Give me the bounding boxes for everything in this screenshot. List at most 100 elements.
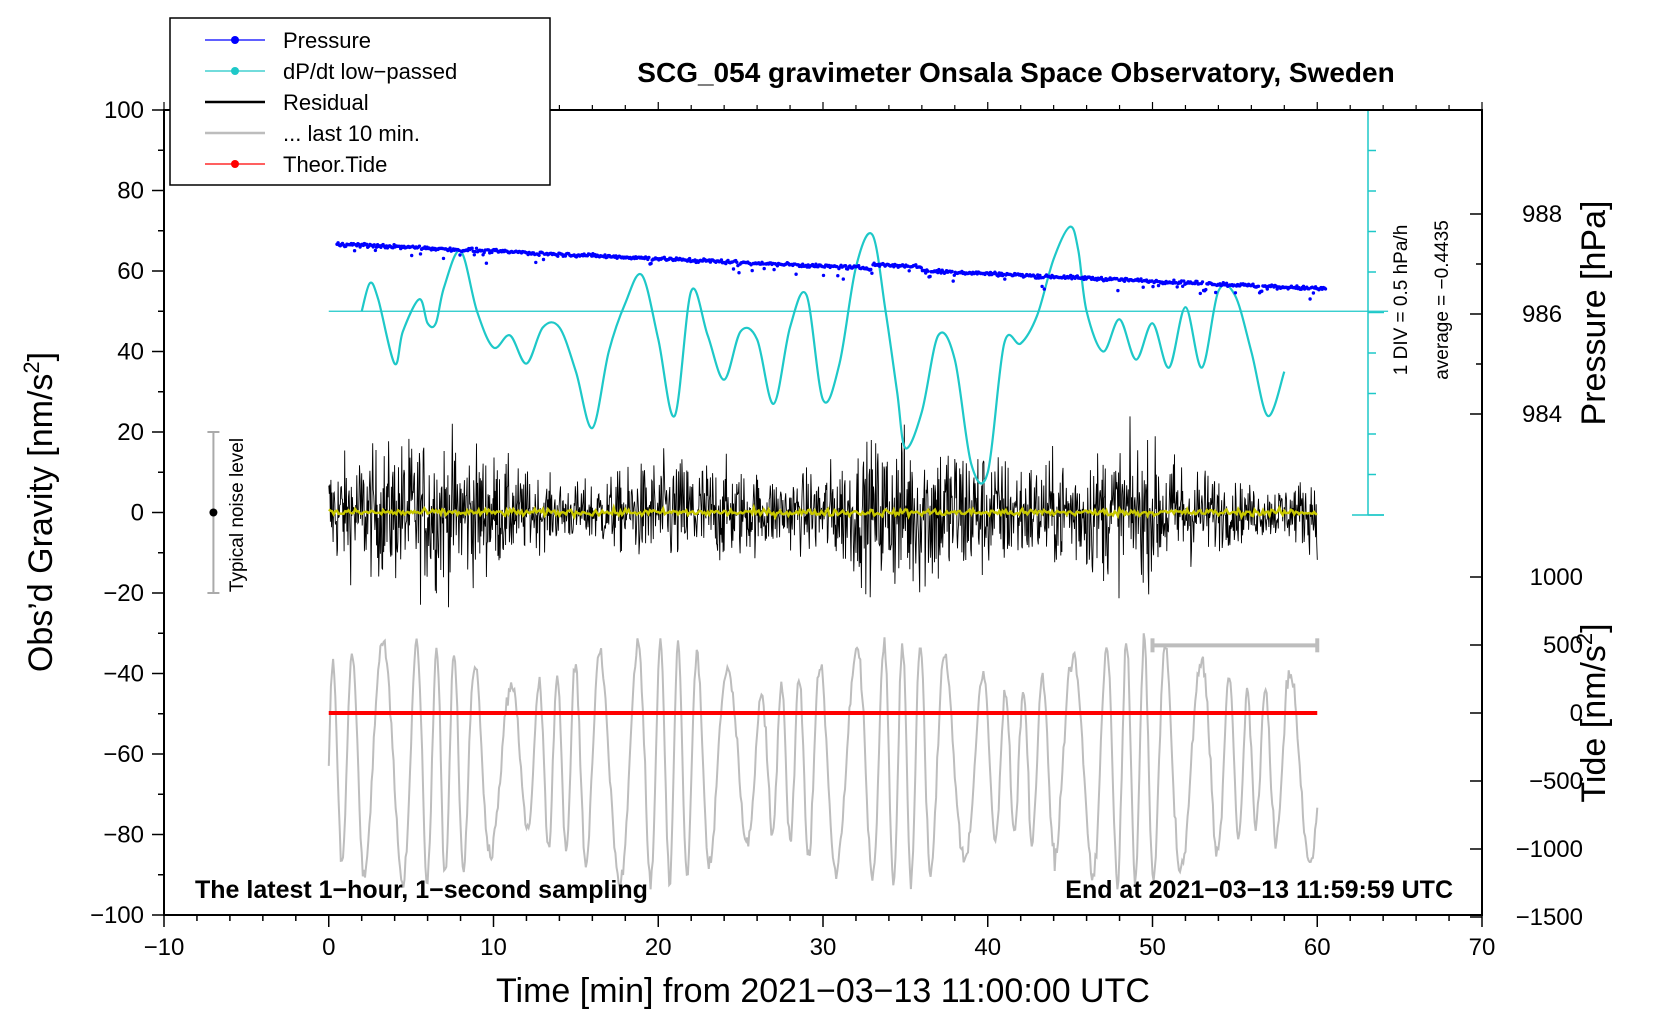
tide-label-end: ] — [1575, 623, 1613, 632]
left-y-axis — [152, 109, 164, 916]
tide-label-sup: 2 — [1572, 633, 1597, 645]
pressure-point — [928, 274, 932, 279]
x-tick-label: −10 — [144, 934, 185, 961]
x-tick-label: 40 — [974, 934, 1001, 961]
pressure-point — [534, 260, 538, 265]
smoothed-residual-line — [328, 502, 1318, 521]
left-y-tick-labels: 100 80 60 40 20 0 −20 −40 −60 −80 −100 — [90, 97, 144, 929]
pressure-point — [907, 269, 911, 273]
pressure-point — [1256, 284, 1261, 288]
pressure-point — [1323, 287, 1328, 291]
pressure-point — [480, 248, 484, 253]
last-10-min-scale-bar — [1150, 638, 1320, 653]
tide-axis: 1000 500 0 −500 −1000 −1500 — [1470, 564, 1583, 931]
pressure-point — [372, 243, 376, 247]
left-y-label-end: ] — [22, 352, 60, 361]
last-10-min-line — [327, 633, 1319, 891]
residual-line — [328, 416, 1318, 608]
residual-series — [328, 416, 1318, 608]
tide-label-main: Tide [nm/s — [1575, 645, 1613, 802]
pressure-point — [835, 264, 839, 269]
legend-label-1: dP/dt low−passed — [283, 59, 457, 84]
y-tick-label: 0 — [131, 500, 144, 527]
pressure-point — [857, 264, 861, 268]
pressure-point — [1200, 280, 1205, 284]
y-tick-label: −40 — [103, 661, 144, 688]
y-tick-label: −100 — [90, 902, 144, 929]
pressure-point — [1308, 297, 1312, 301]
dpdt-div-label: 1 DIV = 0.5 hPa/h — [1391, 225, 1412, 376]
y-tick-label: 20 — [117, 419, 144, 446]
pressure-point — [474, 246, 479, 250]
pressure-point — [458, 253, 462, 257]
noise-level-bar — [207, 431, 220, 594]
pressure-point — [1265, 287, 1270, 291]
tide-tick-label: 500 — [1543, 632, 1583, 659]
pressure-point — [418, 252, 423, 256]
legend-label-2: Residual — [283, 90, 369, 115]
tide-axis-label: Tide [nm/s2] — [1572, 623, 1613, 802]
x-tick-label: 70 — [1469, 934, 1496, 961]
legend-dot-0 — [231, 36, 239, 44]
legend-label-0: Pressure — [283, 28, 371, 53]
tide-tick-label: −500 — [1529, 768, 1583, 795]
pressure-point — [1198, 291, 1203, 296]
pressure-point — [1204, 287, 1208, 292]
pressure-point — [794, 272, 798, 276]
x-tick-label: 50 — [1139, 934, 1166, 961]
pressure-axis-label: Pressure [hPa] — [1575, 201, 1613, 426]
pressure-point — [737, 271, 741, 275]
pressure-tick-label: 986 — [1522, 301, 1562, 328]
y-tick-label: 80 — [117, 178, 144, 205]
x-tick-label: 0 — [322, 934, 335, 961]
pressure-point — [1214, 290, 1218, 295]
noise-bar-center — [209, 508, 218, 517]
pressure-point — [926, 269, 930, 273]
pressure-point — [472, 253, 476, 257]
pressure-point — [919, 266, 923, 270]
left-y-label-main: Obs’d Gravity [nm/s — [22, 374, 60, 673]
pressure-point — [1042, 287, 1047, 291]
pressure-point — [951, 279, 955, 283]
pressure-point — [364, 242, 369, 246]
x-axis-label: Time [min] from 2021−03−13 11:00:00 UTC — [496, 972, 1150, 1010]
last-10min-series — [327, 633, 1319, 891]
pressure-point — [687, 256, 692, 261]
dpdt-line — [360, 225, 1286, 485]
pressure-point — [869, 267, 873, 272]
pressure-point — [772, 267, 776, 272]
pressure-point — [556, 254, 560, 258]
pressure-point — [750, 268, 754, 273]
pressure-point — [1151, 284, 1155, 289]
x-tick-label: 20 — [645, 934, 672, 961]
legend-label-4: Theor.Tide — [283, 152, 387, 177]
pressure-point — [541, 257, 546, 262]
y-tick-label: 60 — [117, 258, 144, 285]
annotation-end-time: End at 2021−03−13 11:59:59 UTC — [1065, 876, 1453, 904]
pressure-point — [843, 264, 848, 268]
chart-title: SCG_054 gravimeter Onsala Space Observat… — [637, 57, 1394, 88]
x-tick-label: 30 — [810, 934, 837, 961]
pressure-point — [731, 267, 736, 271]
pressure-point — [484, 261, 489, 265]
tide-tick-label: −1000 — [1516, 836, 1583, 863]
pressure-point — [537, 253, 541, 257]
pressure-point — [448, 246, 452, 250]
pressure-point — [1040, 284, 1044, 289]
x-tick-labels: −10 0 10 20 30 40 50 60 70 — [144, 934, 1496, 961]
dpdt-series — [328, 225, 1389, 485]
noise-level-label: Typical noise level — [227, 438, 248, 592]
pressure-point — [649, 261, 653, 266]
pressure-point — [1141, 285, 1145, 289]
pressure-point — [470, 246, 474, 250]
left-y-axis-label: Obs’d Gravity [nm/s2] — [19, 352, 60, 672]
pressure-point — [1182, 279, 1186, 283]
tide-tick-label: 1000 — [1530, 564, 1583, 591]
pressure-point — [373, 248, 378, 253]
pressure-axis: 988 986 984 — [1470, 201, 1562, 428]
dpdt-average-label: average = −0.4435 — [1432, 220, 1453, 380]
y-tick-label: −20 — [103, 580, 144, 607]
pressure-point — [1311, 291, 1316, 295]
legend: Pressure dP/dt low−passed Residual ... last… — [169, 17, 551, 186]
